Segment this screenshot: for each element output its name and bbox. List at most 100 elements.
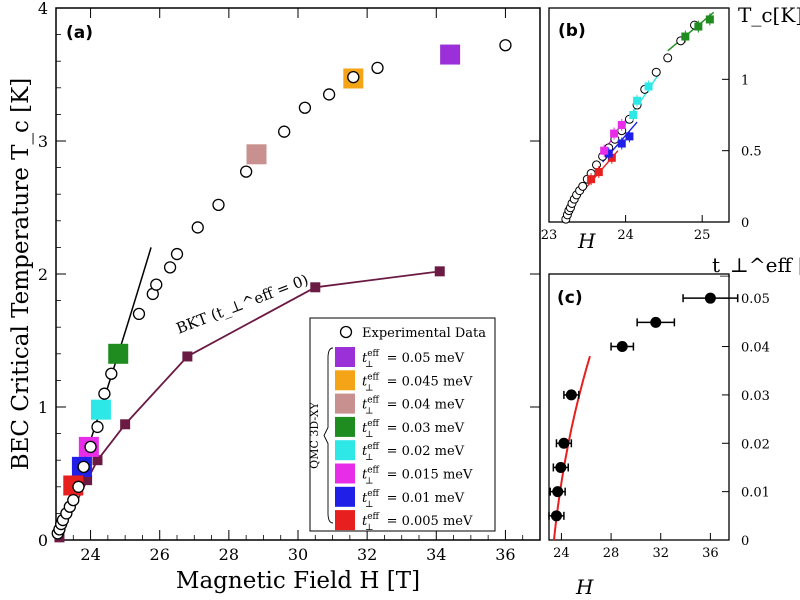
experimental-point xyxy=(98,387,111,400)
y-tick-label-a: 2 xyxy=(38,265,48,284)
axes-frame-b xyxy=(548,7,730,223)
y-tick-label-a: 3 xyxy=(38,132,48,151)
panel-label-c: (c) xyxy=(557,288,583,308)
legend-marker-qmc xyxy=(335,486,355,507)
legend-marker-qmc xyxy=(335,416,355,437)
experimental-point xyxy=(77,460,90,474)
legend-label-qmc: teff ⊥ = 0.03 meV xyxy=(362,419,465,440)
experimental-point xyxy=(239,165,253,178)
y-tick-label-c: 0.01 xyxy=(741,486,770,501)
qmc-point xyxy=(108,343,129,364)
experimental-point xyxy=(163,261,177,274)
legend-label-qmc: teff ⊥ = 0.02 meV xyxy=(362,442,465,463)
legend-label-qmc: teff ⊥ = 0.04 meV xyxy=(362,396,465,417)
qmc-point-b xyxy=(607,153,616,162)
experimental-point xyxy=(322,88,336,101)
x-tick-label-b: 25 xyxy=(694,228,711,243)
qmc-point-b xyxy=(610,129,619,138)
qmc-point-b xyxy=(587,175,596,184)
y-tick-label-b: 0.5 xyxy=(741,145,762,160)
qmc-point-b xyxy=(625,132,634,141)
qmc-point-b xyxy=(681,32,690,41)
qmc-point-b xyxy=(604,149,613,158)
legend-label-qmc: teff ⊥ = 0.01 meV xyxy=(362,489,465,510)
experimental-point-b xyxy=(578,181,588,191)
y-tick-label-a: 0 xyxy=(38,531,48,550)
x-tick-label-a: 30 xyxy=(288,545,308,564)
qmc-point-b xyxy=(594,168,603,177)
panel-c: 24 28 32 36 0 0.01 0.02 0.03 0.04 0.05 (c) Ht_⊥^eff… xyxy=(548,253,800,599)
experimental-point xyxy=(105,367,118,380)
data-point-c xyxy=(552,486,564,498)
y-tick-label-b: 0 xyxy=(741,216,749,231)
bkt-point xyxy=(92,455,103,466)
legend-marker-experimental xyxy=(339,325,353,339)
data-point-c xyxy=(616,341,628,353)
bkt-point xyxy=(310,282,321,293)
experimental-point xyxy=(278,125,291,138)
data-point-c xyxy=(704,292,716,304)
bkt-point xyxy=(182,351,193,362)
legend-label-qmc: teff ⊥ = 0.05 meV xyxy=(362,349,465,370)
y-tick-label-c: 0.02 xyxy=(741,437,770,452)
experimental-point xyxy=(67,493,80,507)
y-tick-label-c: 0.03 xyxy=(741,389,770,404)
experimental-point-b xyxy=(663,53,673,63)
x-tick-label-a: 28 xyxy=(219,545,239,564)
experimental-point-b xyxy=(651,67,661,77)
experimental-point xyxy=(72,480,85,493)
experimental-point xyxy=(91,420,104,434)
y-axis-label-a: BEC Critical Temperature T_c [K] xyxy=(8,78,34,471)
data-point-c xyxy=(558,437,570,449)
legend-marker-qmc xyxy=(335,393,355,414)
experimental-point xyxy=(132,307,146,321)
axes-frame-c xyxy=(548,273,730,541)
legend-label-qmc: teff ⊥ = 0.005 meV xyxy=(362,512,473,533)
x-tick-label-b: 23 xyxy=(541,228,558,243)
x-tick-label-c: 24 xyxy=(553,546,570,561)
qmc-point xyxy=(440,44,461,65)
panel-b: 23 24 25 0 0.5 1 (b) H T_c[K] xyxy=(541,3,800,253)
experimental-point xyxy=(499,39,512,52)
y-tick-label-c: 0 xyxy=(741,534,749,549)
panel-label-a: (a) xyxy=(66,23,93,43)
experimental-point xyxy=(84,440,97,454)
legend-marker-qmc xyxy=(335,347,355,367)
x-tick-label-a: 34 xyxy=(426,545,446,564)
qmc-point-b xyxy=(617,139,626,148)
data-point-c xyxy=(565,389,577,401)
qmc-point-b xyxy=(633,96,642,105)
x-tick-label-a: 32 xyxy=(357,545,377,564)
experimental-point xyxy=(170,247,184,261)
qmc-point-b xyxy=(694,22,703,31)
experimental-point-b xyxy=(591,160,601,170)
qmc-point-b xyxy=(617,120,626,129)
legend-marker-qmc xyxy=(335,510,355,531)
qmc-point-b xyxy=(600,146,609,155)
legend-marker-qmc xyxy=(335,440,355,461)
y-axis-label-b: T_c[K] xyxy=(738,3,800,27)
qmc-point-b xyxy=(705,15,714,24)
legend-label-qmc: teff ⊥ = 0.045 meV xyxy=(362,372,473,393)
data-point-c xyxy=(650,316,662,328)
qmc-point xyxy=(90,399,111,420)
qmc-point-b xyxy=(644,82,653,91)
qmc-point xyxy=(246,144,267,165)
panel-label-b: (b) xyxy=(558,21,586,41)
x-axis-label-c: H xyxy=(575,575,594,599)
y-tick-label-c: 0.05 xyxy=(741,292,770,307)
y-tick-label-c: 0.04 xyxy=(741,341,770,356)
x-tick-label-a: 36 xyxy=(495,545,515,564)
x-tick-label-c: 36 xyxy=(702,546,719,561)
bkt-point xyxy=(434,266,445,277)
legend-label-qmc: teff ⊥ = 0.015 meV xyxy=(362,466,473,487)
experimental-point xyxy=(212,198,225,211)
x-tick-label-c: 28 xyxy=(603,546,620,561)
experimental-point xyxy=(298,101,312,114)
x-axis-label-a: Magnetic Field H [T] xyxy=(176,568,420,594)
legend-group-label: QMC 3D-XY xyxy=(308,401,321,468)
y-tick-label-a: 1 xyxy=(38,398,48,417)
legend-label-experimental: Experimental Data xyxy=(362,326,486,341)
